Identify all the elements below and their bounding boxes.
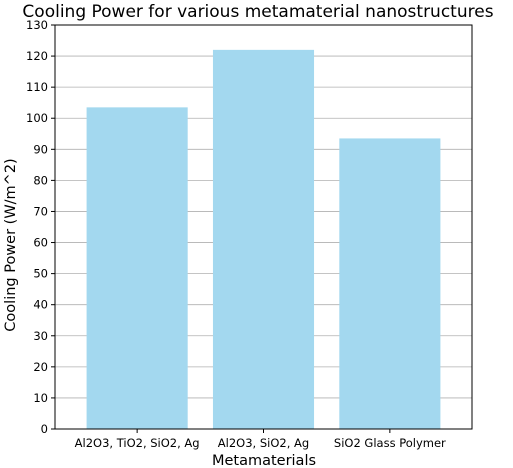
y-tick-label: 40 <box>33 298 48 312</box>
y-axis-ticks: 0 10 20 30 40 50 60 70 80 90 100 110 120 130 <box>26 18 55 436</box>
y-tick-label: 20 <box>33 360 48 374</box>
y-tick-label: 90 <box>33 142 48 156</box>
y-tick-label: 100 <box>26 111 48 125</box>
x-axis-label: Metamaterials <box>212 453 316 468</box>
y-axis-label: Cooling Power (W/m^2) <box>3 158 19 331</box>
y-tick-label: 0 <box>41 422 48 436</box>
y-tick-label: 110 <box>26 80 48 94</box>
bar <box>86 107 188 429</box>
x-axis-ticks: Al2O3, TiO2, SiO2, Ag Al2O3, SiO2, Ag SiO2… <box>75 429 446 450</box>
x-tick-label: Al2O3, SiO2, Ag <box>218 436 309 450</box>
y-tick-label: 80 <box>33 173 48 187</box>
bar <box>212 49 315 429</box>
y-tick-label: 130 <box>26 18 48 32</box>
y-tick-label: 30 <box>33 329 48 343</box>
y-tick-label: 60 <box>33 236 48 250</box>
x-tick-label: SiO2 Glass Polymer <box>334 436 446 450</box>
bars <box>86 49 441 429</box>
y-tick-label: 50 <box>33 267 48 281</box>
y-tick-label: 70 <box>33 204 48 218</box>
x-tick-label: Al2O3, TiO2, SiO2, Ag <box>75 436 200 450</box>
y-tick-label: 120 <box>26 49 48 63</box>
bar <box>339 138 441 429</box>
y-tick-label: 10 <box>33 391 48 405</box>
chart-title: Cooling Power for various metamaterial n… <box>22 2 493 22</box>
